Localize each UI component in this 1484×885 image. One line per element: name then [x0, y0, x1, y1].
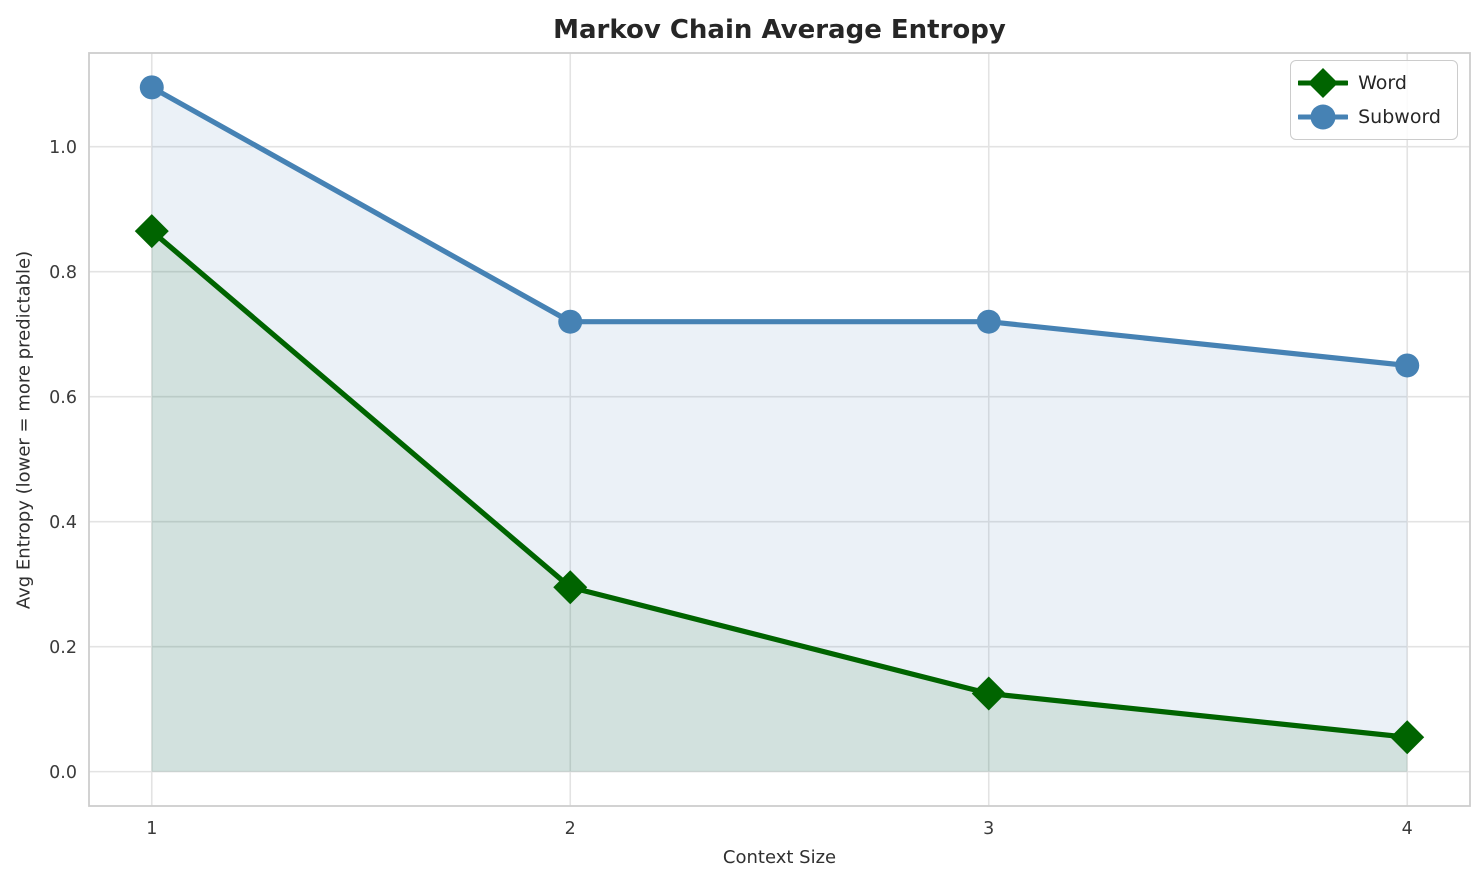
- word-area-fill: [151, 231, 1408, 772]
- word-marker-4: [1390, 720, 1425, 755]
- legend: Word Subword: [1290, 60, 1458, 140]
- word-marker-1: [134, 214, 169, 249]
- y-tick-label-0.6: 0.6: [49, 388, 77, 408]
- subword-area-fill: [151, 87, 1408, 772]
- word-legend-marker-icon: [1298, 68, 1349, 98]
- word-marker-3: [971, 676, 1006, 711]
- subword-marker-2: [558, 309, 583, 334]
- subword-line: [149, 84, 1410, 369]
- legend-label-subword: Subword: [1358, 106, 1441, 128]
- word-line: [149, 228, 1410, 740]
- y-tick-label-0.2: 0.2: [49, 638, 77, 658]
- subword-marker-1: [139, 75, 164, 100]
- legend-label-word: Word: [1358, 72, 1407, 94]
- x-tick-label-3: 3: [983, 819, 994, 839]
- subword-marker-4: [1395, 353, 1420, 378]
- legend-item-word: Word: [1298, 66, 1441, 100]
- y-tick-label-0.8: 0.8: [49, 263, 77, 283]
- legend-item-subword: Subword: [1298, 100, 1441, 134]
- chart-title: Markov Chain Average Entropy: [553, 15, 1006, 45]
- word-marker-2: [553, 570, 588, 605]
- x-tick-label-4: 4: [1402, 819, 1413, 839]
- x-tick-label-1: 1: [146, 819, 157, 839]
- x-axis-label: Context Size: [722, 847, 837, 868]
- plot-border: [88, 52, 1471, 807]
- subword-marker-3: [976, 309, 1001, 334]
- y-tick-label-0: 0.0: [49, 763, 77, 783]
- y-tick-label-1: 1.0: [49, 138, 77, 158]
- x-tick-label-2: 2: [565, 819, 576, 839]
- subword-legend-marker-icon: [1298, 104, 1349, 130]
- y-tick-label-0.4: 0.4: [49, 513, 77, 533]
